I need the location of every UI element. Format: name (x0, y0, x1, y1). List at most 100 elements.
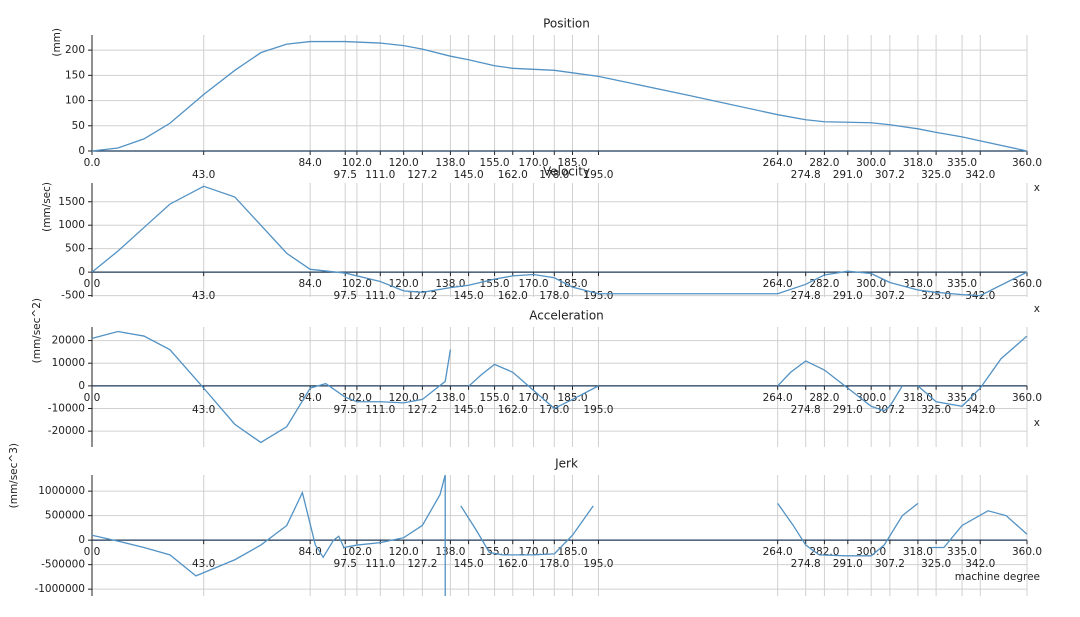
x-tick-label: 335.0 (947, 392, 977, 404)
data-line (91, 185, 1028, 297)
x-tick-label: 300.0 (856, 157, 886, 169)
x-tick-label: 195.0 (583, 169, 613, 181)
x-tick-label: 274.8 (791, 169, 821, 181)
x-tick-label: 360.0 (1012, 546, 1042, 558)
x-tick-label: 43.0 (192, 404, 215, 416)
x-tick-label: 195.0 (583, 290, 613, 302)
x-tick-label: 0.0 (84, 157, 101, 169)
x-tick-label: 264.0 (763, 392, 793, 404)
x-tick-label: 102.0 (342, 392, 372, 404)
x-tick-label: 195.0 (583, 404, 613, 416)
y-tick-label: 10000 (52, 357, 85, 369)
x-tick-label: 335.0 (947, 157, 977, 169)
x-tick-label: 282.0 (809, 392, 839, 404)
x-tick-label: 138.0 (435, 157, 465, 169)
x-tick-label: 307.2 (875, 404, 905, 416)
y-tick-label: 1500 (58, 196, 85, 208)
y-tick-label: -500000 (41, 559, 85, 571)
y-tick-label: 20000 (52, 335, 85, 347)
y-axis-label: (mm/sec) (41, 182, 53, 232)
x-tick-label: 162.0 (498, 558, 528, 570)
y-tick-label: 0 (78, 534, 85, 546)
x-tick-label: 264.0 (763, 278, 793, 290)
x-tick-label: 360.0 (1012, 392, 1042, 404)
x-tick-label: 318.0 (903, 278, 933, 290)
y-tick-label: 500000 (45, 510, 85, 522)
x-tick-label: 145.0 (454, 558, 484, 570)
y-axis-label: (mm) (51, 28, 63, 57)
x-tick-label: 111.0 (365, 404, 395, 416)
x-tick-label: 138.0 (435, 392, 465, 404)
x-tick-label: 84.0 (298, 157, 321, 169)
x-tick-label: 185.0 (557, 546, 587, 558)
y-tick-label: -10000 (48, 403, 85, 415)
data-line (91, 330, 1028, 444)
x-tick-label: 342.0 (965, 169, 995, 181)
x-tick-label: 97.5 (334, 169, 357, 181)
y-tick-label: 0 (78, 145, 85, 157)
x-tick-label: 127.2 (407, 558, 437, 570)
x-tick-label: 120.0 (389, 546, 419, 558)
x-tick-label: 325.0 (921, 558, 951, 570)
x-tick-label: 145.0 (454, 290, 484, 302)
x-tick-label: 145.0 (454, 404, 484, 416)
x-tick-label: 120.0 (389, 278, 419, 290)
x-tick-label: 307.2 (875, 169, 905, 181)
x-tick-label: 170.0 (518, 546, 548, 558)
x-tick-label: 178.0 (539, 558, 569, 570)
y-tick-label: 0 (78, 266, 85, 278)
x-tick-label: 170.0 (518, 157, 548, 169)
chart-title: Acceleration (529, 309, 604, 323)
data-line (91, 40, 1028, 152)
x-tick-label: 282.0 (809, 546, 839, 558)
chart-title: Position (543, 17, 590, 31)
x-tick-label: 185.0 (557, 278, 587, 290)
x-tick-label: 43.0 (192, 169, 215, 181)
x-tick-label: 127.2 (407, 290, 437, 302)
y-tick-label: 100 (65, 95, 85, 107)
x-tick-label: 360.0 (1012, 157, 1042, 169)
x-tick-label: 102.0 (342, 278, 372, 290)
x-tick-label: 291.0 (833, 290, 863, 302)
x-tick-label: 291.0 (833, 169, 863, 181)
x-tick-label: 138.0 (435, 278, 465, 290)
x-tick-label: 178.0 (539, 169, 569, 181)
x-tick-label: 342.0 (965, 558, 995, 570)
x-tick-label: 84.0 (298, 392, 321, 404)
y-tick-label: 1000000 (38, 485, 85, 497)
x-tick-label: 282.0 (809, 278, 839, 290)
x-tick-label: 162.0 (498, 290, 528, 302)
x-tick-label: 335.0 (947, 278, 977, 290)
y-tick-label: 1000 (58, 219, 85, 231)
x-tick-label: 325.0 (921, 169, 951, 181)
x-tick-label: 170.0 (518, 392, 548, 404)
x-tick-label: 360.0 (1012, 278, 1042, 290)
y-tick-label: 50 (72, 120, 85, 132)
x-tick-label: 264.0 (763, 157, 793, 169)
x-tick-label: 111.0 (365, 290, 395, 302)
y-tick-label: -1000000 (34, 583, 85, 595)
x-tick-label: 318.0 (903, 392, 933, 404)
x-tick-label: 155.0 (480, 392, 510, 404)
x-tick-label: 274.8 (791, 558, 821, 570)
x-tick-label: 97.5 (334, 404, 357, 416)
x-tick-label: 318.0 (903, 546, 933, 558)
x-tick-label: 43.0 (192, 290, 215, 302)
x-tick-label: 138.0 (435, 546, 465, 558)
x-tick-label: 264.0 (763, 546, 793, 558)
x-tick-label: 111.0 (365, 169, 395, 181)
x-tick-label: 274.8 (791, 404, 821, 416)
x-tick-label: 102.0 (342, 157, 372, 169)
x-tick-label: 291.0 (833, 558, 863, 570)
x-tick-label: 155.0 (480, 546, 510, 558)
x-axis-label: x (1034, 417, 1040, 429)
x-tick-label: 97.5 (334, 558, 357, 570)
x-tick-label: 300.0 (856, 278, 886, 290)
y-tick-label: 200 (65, 44, 85, 56)
x-tick-label: 307.2 (875, 558, 905, 570)
x-tick-label: 162.0 (498, 169, 528, 181)
y-tick-label: -20000 (48, 425, 85, 437)
x-tick-label: 170.0 (518, 278, 548, 290)
x-tick-label: 97.5 (334, 290, 357, 302)
